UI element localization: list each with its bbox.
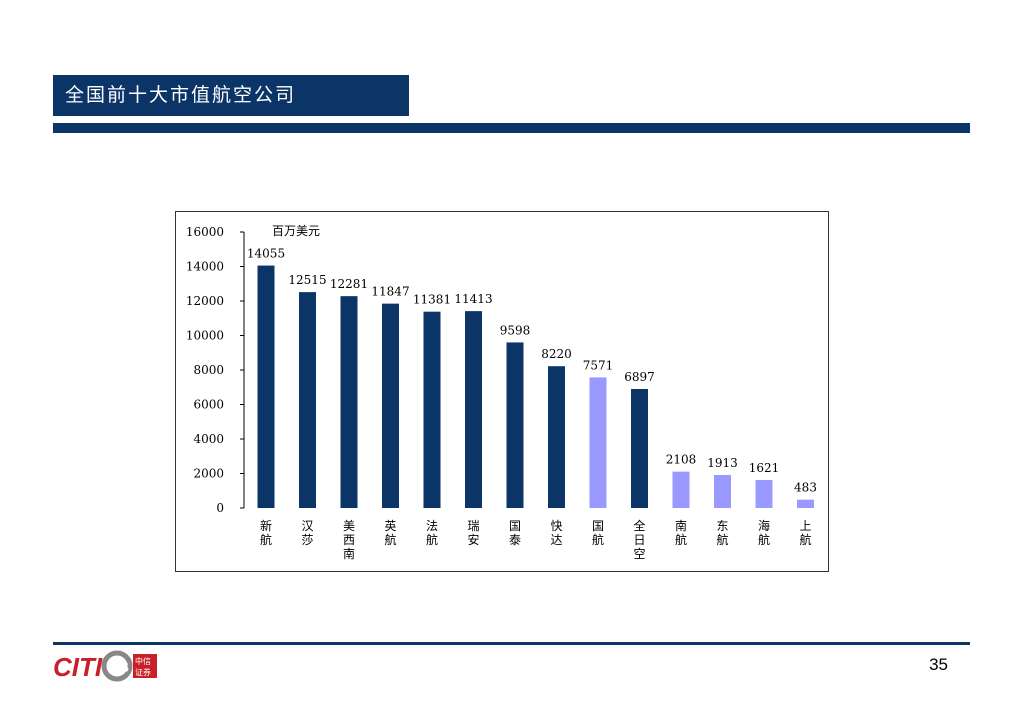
y-unit-label: 百万美元 [272,224,320,238]
x-tick-label: 日 [633,533,645,547]
bar [506,342,524,508]
y-tick-label: 12000 [186,294,224,308]
x-tick-label: 空 [633,547,645,561]
x-tick-label: 航 [260,532,272,547]
logo-ring [101,650,133,682]
logo-cn-2: 证券 [135,667,151,677]
bar [257,265,275,508]
data-label: 11413 [454,292,492,306]
x-tick-label: 快 [550,519,562,533]
x-tick-label: 航 [384,532,396,547]
logo-cn-1: 中信 [135,656,151,666]
x-tick-label: 南 [675,518,687,533]
logo-text: CITI [53,652,103,682]
x-tick-label: 南 [343,546,355,561]
x-tick-label: 航 [426,532,438,547]
x-tick-label: 国 [592,519,604,533]
chart-canvas: 0 2000 4000 6000 8000 10000 12000 14000 16000 百万美… [186,224,817,561]
bar [589,377,607,508]
citics-logo: CITI CS 中信 证券 [53,650,157,682]
data-label: 1621 [749,461,780,475]
x-tick-label: 全 [633,518,645,533]
x-tick-label: 海 [758,518,770,533]
bar [465,311,482,508]
slide-title-box: 全国前十大市值航空公司 [53,75,409,116]
data-label: 9598 [500,323,531,337]
data-label: 483 [794,481,817,495]
data-label: 12281 [330,277,368,291]
x-tick-label: 瑞 [467,519,479,533]
x-tick-label: 航 [675,532,687,547]
data-label: 2108 [666,453,697,467]
data-label: 14055 [247,247,285,261]
x-tick-label: 安 [467,532,479,547]
page-number: 35 [929,655,948,674]
footer-divider [53,642,970,645]
y-tick-label: 14000 [186,260,224,274]
x-tick-label: 达 [550,533,562,547]
x-tick-label: 美 [343,519,355,533]
y-tick-label: 6000 [193,398,224,412]
data-label: 12515 [288,273,326,287]
bar [797,499,814,508]
logo-cs: CS [108,659,129,676]
title-divider [53,123,970,133]
data-label: 1913 [707,456,738,470]
x-tick-label: 莎 [301,533,313,547]
bar [382,303,399,508]
data-label: 11847 [371,285,409,299]
y-tick-label: 2000 [193,467,224,481]
y-tick-label: 4000 [193,432,224,446]
x-tick-label: 东 [716,519,728,533]
x-tick-label: 国 [509,519,521,533]
bar [423,311,441,508]
x-tick-label: 上 [799,519,811,533]
x-tick-label: 泰 [509,533,521,547]
x-tick-label: 新 [260,518,272,533]
bar [714,475,731,508]
data-label: 8220 [541,347,572,361]
x-tick-label: 航 [716,532,728,547]
x-tick-label: 西 [343,533,355,547]
bar-chart: 0 2000 4000 6000 8000 10000 12000 14000 16000 百万美… [175,211,829,572]
bar [299,292,316,508]
x-tick-label: 汉 [301,519,313,533]
bar [755,480,773,508]
bar [548,366,565,508]
y-tick-label: 10000 [186,329,224,343]
x-tick-label: 航 [592,532,604,547]
data-label: 6897 [624,370,655,384]
x-tick-label: 航 [758,532,770,547]
x-tick-label: 英 [384,519,396,533]
slide-title: 全国前十大市值航空公司 [65,84,297,106]
x-tick-label: 航 [799,532,811,547]
bar [340,296,358,508]
x-tick-label: 法 [426,519,438,533]
data-label: 11381 [413,293,451,307]
logo-cn-box [133,654,157,678]
y-tick-label: 0 [216,501,224,515]
bar [672,471,690,508]
data-label: 7571 [583,358,614,372]
y-tick-label: 16000 [186,225,224,239]
y-tick-label: 8000 [193,363,224,377]
bar [631,389,648,508]
